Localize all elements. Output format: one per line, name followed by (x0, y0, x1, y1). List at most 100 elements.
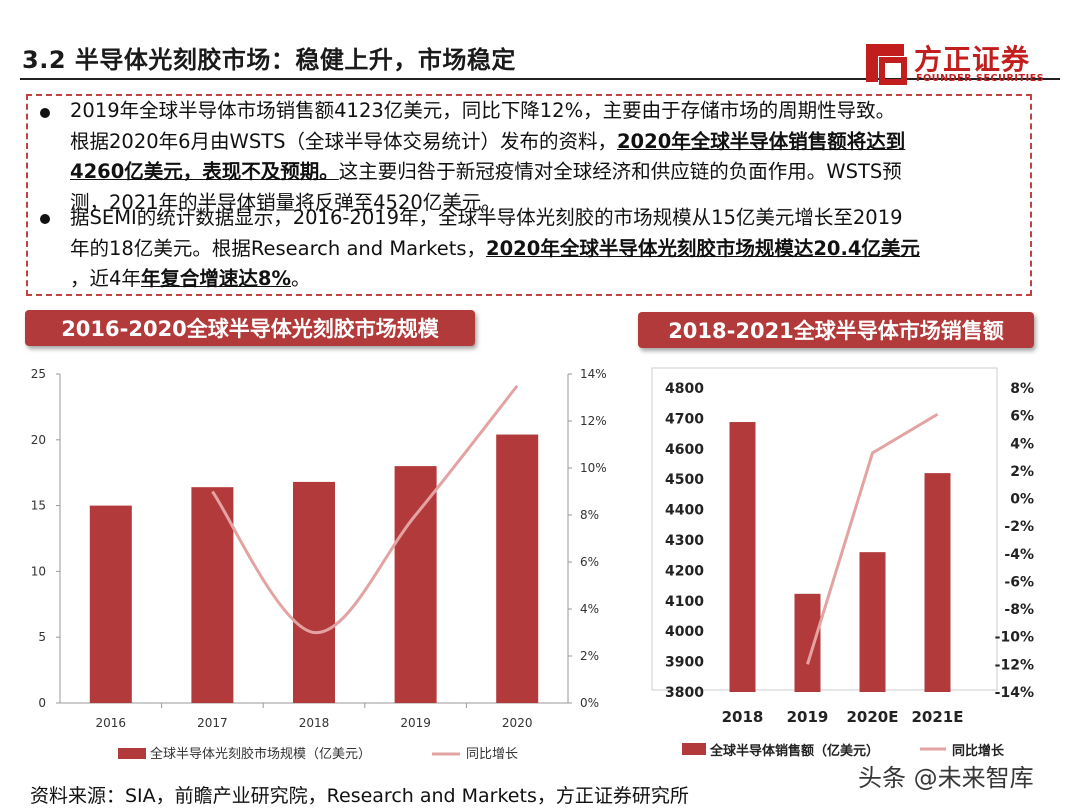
bullet-line: 根据2020年6月由WSTS（全球半导体交易统计）发布的资料，2020年全球半导… (70, 127, 1026, 158)
body-text: 2019年全球半导体市场销售额4123亿美元，同比下降12%，主要由于存储市场的… (70, 99, 896, 122)
y-tick-label: 4600 (665, 442, 704, 458)
legend-label-bar: 全球半导体光刻胶市场规模（亿美元） (150, 746, 371, 762)
y-tick-label: 4000 (665, 624, 704, 640)
body-text: 这主要归咎于新冠疫情对全球经济和供应链的负面作用。WSTS预 (338, 160, 902, 183)
x-tick-label: 2019 (400, 716, 431, 730)
body-text: 年的18亿美元。根据Research and Markets， (70, 236, 487, 260)
chart-photoresist-market: 0 5 10 15 20 25 0% 2% 4% 6% 8% 10% 12% 14% 2016 2017 201… (0, 350, 640, 770)
title-divider (20, 78, 1060, 80)
y-tick-label: 25 (31, 367, 46, 381)
highlight-text: 4260亿美元，表现不及预期。 (70, 160, 339, 183)
y2-tick-label: -4% (1004, 547, 1034, 563)
y-tick-label: 10 (31, 564, 46, 578)
y-tick-label: 0 (38, 696, 46, 710)
y2-tick-label: 10% (580, 461, 607, 475)
bullet-line: 据SEMI的统计数据显示，2016-2019年，全球半导体光刻胶的市场规模从15… (70, 203, 1026, 234)
y2-tick-label: 8% (580, 508, 599, 522)
growth-line (211, 384, 519, 635)
body-text: 测，2021年的半导体销量将反弹至4520亿美元。 (70, 190, 501, 214)
y2-tick-label: 2% (1010, 464, 1034, 480)
y-tick-label: 4800 (665, 381, 704, 397)
y2-tick-label: 8% (1010, 381, 1034, 397)
growth-line (806, 412, 939, 665)
y2-tick-label: 0% (580, 696, 599, 710)
highlight-text: 2020年全球半导体光刻胶市场规模达20.4亿美元 (486, 236, 920, 260)
y-tick-label: 4100 (665, 594, 704, 610)
bar (924, 473, 951, 692)
highlight-text: 年复合增速达8% (140, 267, 292, 290)
body-text: 根据2020年6月由WSTS（全球半导体交易统计）发布的资料， (70, 129, 617, 153)
y2-tick-label: -12% (995, 657, 1034, 673)
summary-box (26, 94, 1032, 296)
chart-1-title: 2016-2020全球半导体光刻胶市场规模 (25, 310, 475, 346)
y-tick-label: 5 (38, 630, 46, 644)
y2-tick-label: 0% (1010, 492, 1034, 508)
y2-tick-label: -8% (1004, 602, 1034, 618)
x-tick-label: 2017 (197, 716, 228, 730)
y-tick-label: 4400 (665, 503, 704, 519)
y2-tick-label: 6% (1010, 409, 1034, 425)
x-tick-label: 2018 (299, 716, 330, 730)
legend-label-line: 同比增长 (952, 743, 1005, 759)
bar (496, 434, 539, 703)
body-text: 。 (291, 267, 311, 290)
x-tick-label: 2020E (847, 708, 899, 726)
y-tick-label: 4700 (665, 411, 704, 427)
highlight-text: 2020年全球半导体销售额将达到 (616, 129, 906, 153)
bullet-line: ，近4年年复合增速达8%。 (70, 264, 1026, 295)
legend-label-line: 同比增长 (466, 747, 518, 762)
bar (191, 487, 234, 703)
y2-tick-label: 6% (580, 555, 599, 569)
legend-swatch-bar (682, 743, 706, 755)
y-tick-label: 4200 (665, 563, 704, 579)
y2-tick-label: -2% (1004, 519, 1034, 535)
y-tick-label: 4300 (665, 533, 704, 549)
y2-tick-label: 2% (580, 649, 599, 663)
bar (729, 422, 756, 692)
x-tick-label: 2016 (96, 716, 127, 730)
bullet-dot (40, 108, 50, 118)
page-title: 3.2 半导体光刻胶市场：稳健上升，市场稳定 (22, 46, 516, 74)
bar (794, 593, 821, 692)
y2-tick-label: 4% (580, 602, 599, 616)
y-tick-label: 3900 (665, 655, 704, 671)
bullet-line: 测，2021年的半导体销量将反弹至4520亿美元。 (70, 188, 1026, 219)
body-text: 据SEMI的统计数据显示，2016-2019年，全球半导体光刻胶的市场规模从15… (70, 206, 903, 229)
bar (89, 505, 132, 703)
y2-tick-label: -14% (995, 685, 1034, 701)
watermark: 头条 @未来智库 (858, 764, 1034, 792)
bullet-line: 4260亿美元，表现不及预期。这主要归咎于新冠疫情对全球经济和供应链的负面作用。… (70, 157, 1026, 188)
y2-tick-label: -10% (995, 630, 1034, 646)
y2-tick-label: 12% (580, 414, 607, 428)
bullet-text-1: 2019年全球半导体市场销售额4123亿美元，同比下降12%，主要由于存储市场的… (70, 96, 1026, 218)
bar (394, 466, 437, 703)
logo-name-en: FOUNDER SECURITIES (916, 73, 1045, 84)
x-tick-label: 2018 (722, 708, 764, 726)
y2-tick-label: -6% (1004, 574, 1034, 590)
bullet-text-2: 据SEMI的统计数据显示，2016-2019年，全球半导体光刻胶的市场规模从15… (70, 203, 1026, 295)
y-tick-label: 4500 (665, 472, 704, 488)
legend-label-bar: 全球半导体销售额（亿美元） (709, 743, 879, 759)
y-tick-label: 3800 (665, 685, 704, 701)
logo-name-cn: 方正证券 (914, 43, 1031, 76)
bullet-dot (40, 214, 50, 224)
x-tick-label: 2020 (502, 716, 533, 730)
body-text: ，近4年 (70, 267, 141, 290)
bullet-line: 2019年全球半导体市场销售额4123亿美元，同比下降12%，主要由于存储市场的… (70, 96, 1026, 127)
y-tick-label: 15 (31, 499, 46, 513)
y2-tick-label: 14% (580, 367, 607, 381)
chart-semiconductor-sales: 3800 3900 4000 4100 4200 4300 4400 4500 4600 4700… (640, 350, 1080, 770)
x-tick-label: 2019 (787, 708, 829, 726)
legend-swatch-bar (118, 748, 146, 759)
bar (859, 552, 886, 692)
plot-frame (651, 367, 998, 691)
company-logo: 方正证券 FOUNDER SECURITIES (862, 36, 1052, 90)
bullet-line: 年的18亿美元。根据Research and Markets，2020年全球半导… (70, 234, 1026, 265)
bar (293, 481, 335, 703)
y-tick-label: 20 (31, 433, 46, 447)
x-tick-label: 2021E (912, 708, 964, 726)
source-note: 资料来源：SIA，前瞻产业研究院，Research and Markets，方正… (30, 785, 689, 807)
y2-tick-label: 4% (1010, 436, 1034, 452)
founder-logo-icon (866, 44, 907, 85)
chart-2-title: 2018-2021全球半导体市场销售额 (638, 312, 1034, 348)
